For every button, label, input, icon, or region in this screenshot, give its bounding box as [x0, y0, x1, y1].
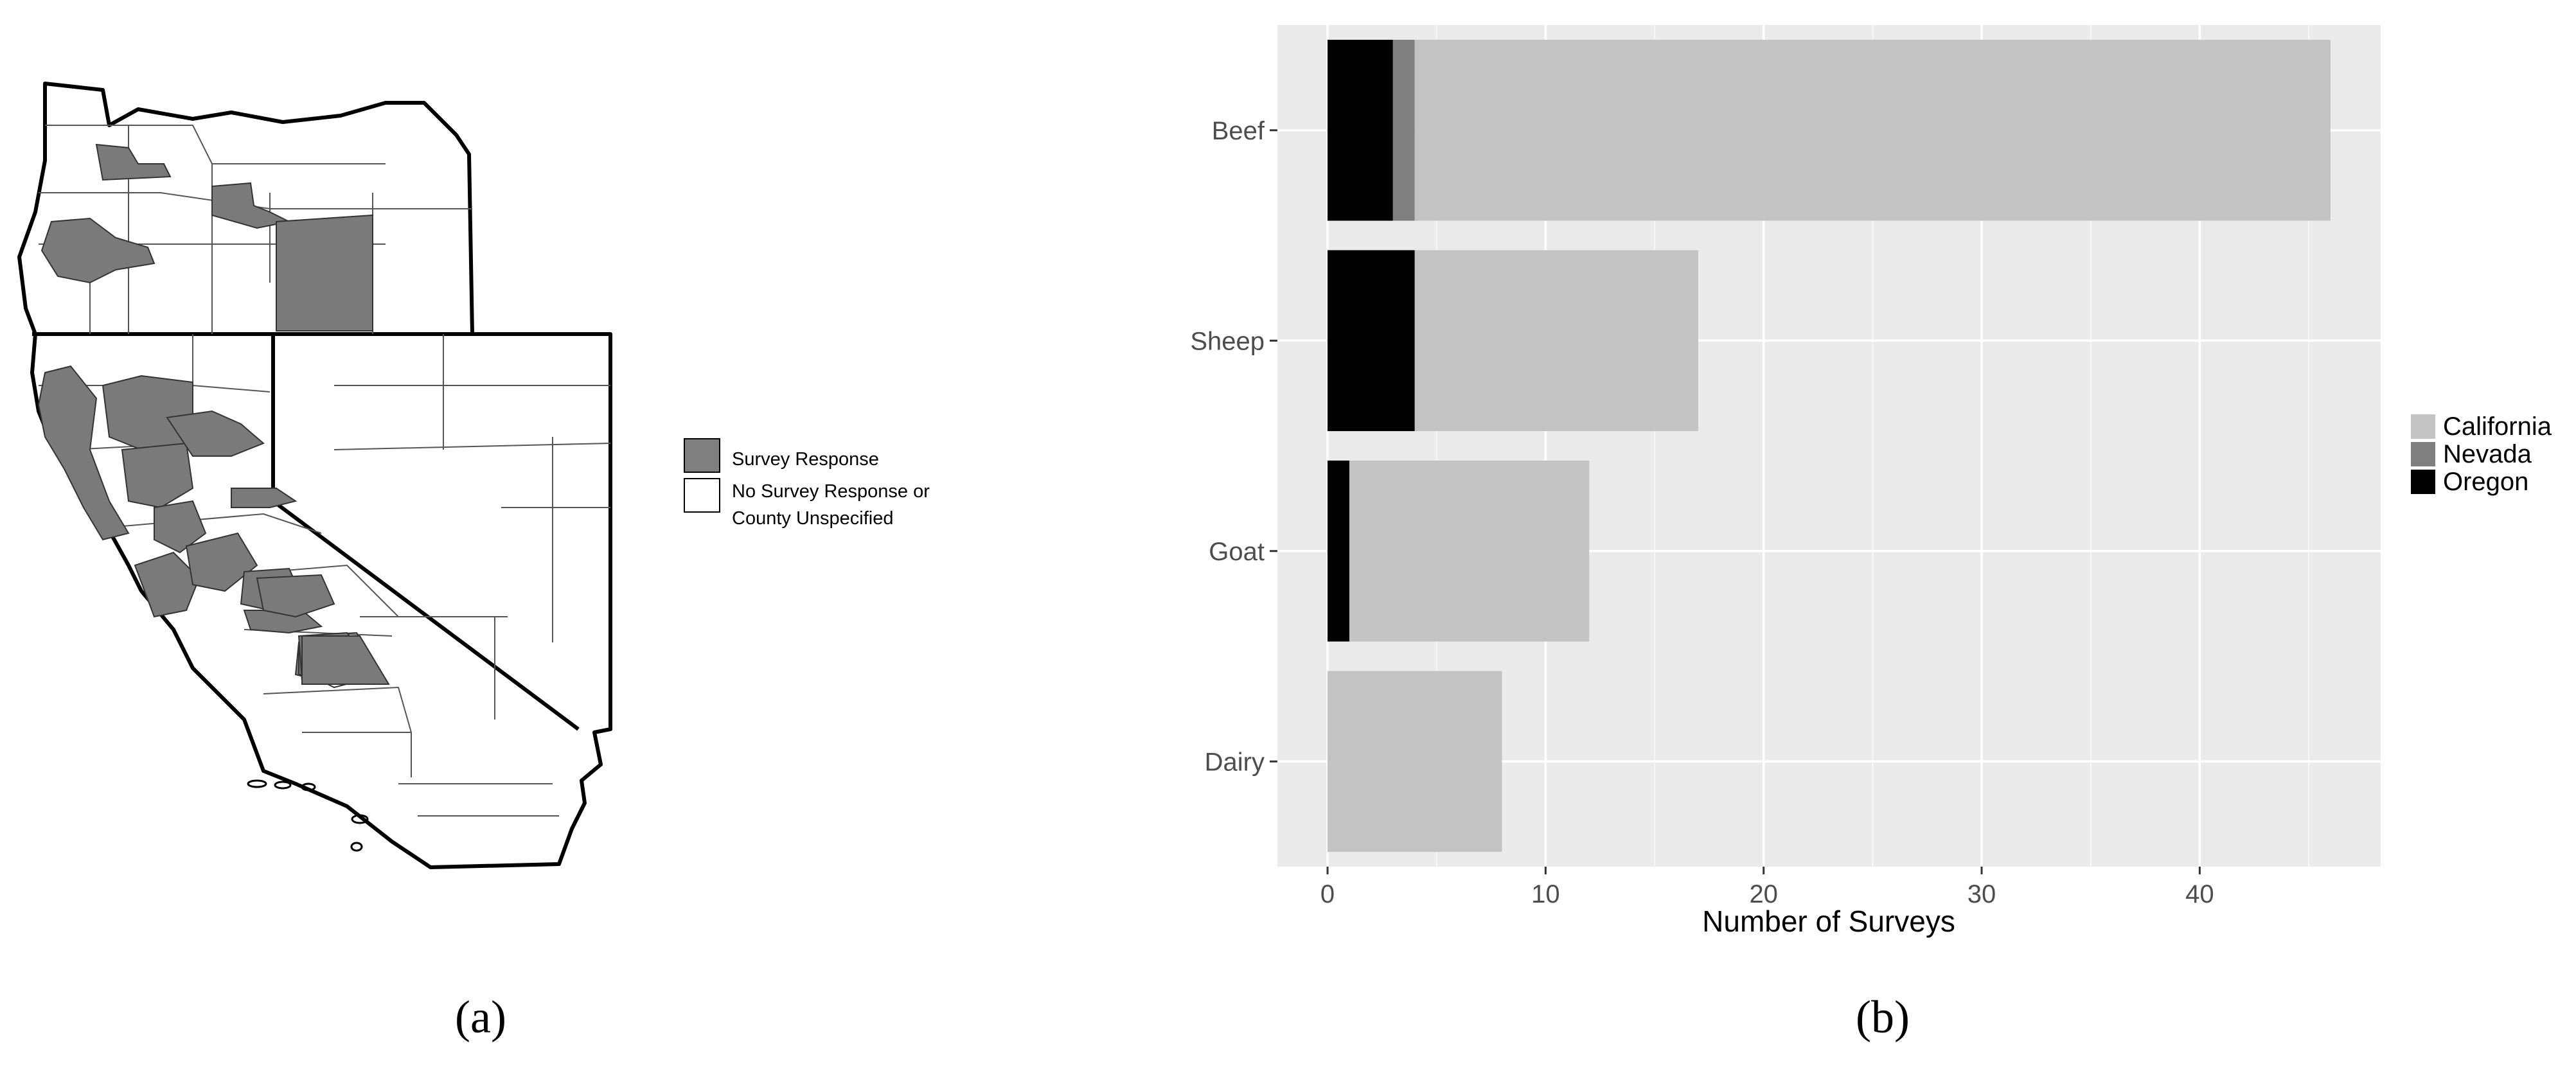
x-axis-title: Number of Surveys	[1702, 905, 1955, 938]
axis-ticks: 0 10 20 30 40 Beef Sheep Goat Dairy	[1190, 117, 2214, 908]
bar-beef-oregon	[1328, 39, 1393, 221]
legend-label-response: Survey Response	[732, 449, 879, 470]
legend-label-california: California	[2443, 412, 2552, 441]
legend-swatch-california	[2411, 414, 2435, 439]
y-tick-label: Dairy	[1205, 748, 1265, 776]
channel-islands	[247, 779, 369, 852]
y-tick-label: Beef	[1212, 117, 1265, 145]
x-tick-label: 20	[1749, 880, 1778, 908]
panel-a-map: Survey Response No Survey Response or Co…	[17, 82, 930, 1043]
y-tick-label: Sheep	[1190, 327, 1265, 355]
bar-beef-california	[1414, 39, 2331, 221]
map-outline	[17, 82, 612, 869]
x-tick-label: 0	[1320, 880, 1335, 908]
bar-sheep-california	[1414, 250, 1698, 432]
legend-swatch-oregon	[2411, 470, 2435, 494]
legend-label-nevada: Nevada	[2443, 440, 2532, 468]
bar-dairy-california	[1328, 671, 1502, 853]
bar-sheep-oregon	[1328, 250, 1415, 432]
bar-goat-oregon	[1328, 460, 1349, 642]
legend-swatch-no-response	[684, 478, 720, 513]
legend-swatch-response	[684, 438, 720, 473]
x-tick-label: 40	[2185, 880, 2214, 908]
legend-swatch-nevada	[2411, 442, 2435, 466]
bars	[1328, 39, 2331, 853]
y-tick-label: Goat	[1209, 538, 1265, 566]
panel-a-legend: Survey Response No Survey Response or Co…	[684, 438, 930, 529]
panel-b-chart: 0 10 20 30 40 Beef Sheep Goat Dairy Number of Su…	[1190, 25, 2552, 1043]
legend-label-no-response-line1: No Survey Response or	[732, 481, 930, 502]
panel-b-caption: (b)	[1856, 991, 1910, 1043]
legend-label-oregon: Oregon	[2443, 468, 2528, 496]
bar-beef-nevada	[1392, 39, 1415, 221]
x-tick-label: 30	[1968, 880, 1996, 908]
bar-goat-california	[1349, 460, 1590, 642]
legend-label-no-response-line2: County Unspecified	[732, 508, 893, 529]
responding-counties	[37, 143, 390, 689]
x-tick-label: 10	[1531, 880, 1560, 908]
panel-a-caption: (a)	[455, 991, 506, 1043]
